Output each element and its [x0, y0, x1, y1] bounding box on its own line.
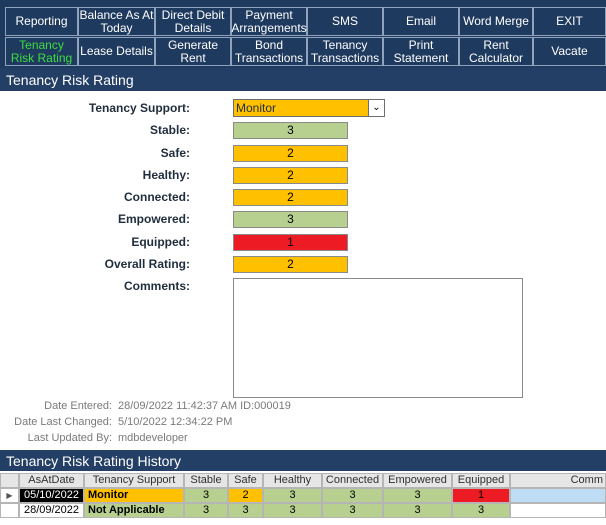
tenancy-support-dropdown[interactable]: Monitor ⌄ [233, 99, 385, 117]
nav-sms-button[interactable]: SMS [307, 7, 383, 36]
table-cell-date[interactable]: 28/09/2022 [19, 503, 84, 518]
table-cell-equipped[interactable]: 1 [452, 488, 510, 503]
column-header-safe[interactable]: Safe [228, 473, 263, 488]
nav-payment-arrangements-button[interactable]: Payment Arrangements [231, 7, 307, 36]
comments-textarea[interactable] [233, 278, 523, 398]
date-last-changed-label: Date Last Changed: [14, 416, 112, 428]
connected-rating-field[interactable]: 2 [233, 189, 348, 206]
nav-balance-button[interactable]: Balance As At Today [78, 7, 155, 36]
table-cell-empowered[interactable]: 3 [383, 488, 452, 503]
column-header-connected[interactable]: Connected [322, 473, 383, 488]
equipped-label: Equipped: [131, 235, 190, 249]
history-datasheet[interactable]: AsAtDate Tenancy Support Stable Safe Hea… [0, 473, 606, 525]
nav-vacate-button[interactable]: Vacate [533, 37, 606, 66]
nav-bond-transactions-button[interactable]: Bond Transactions [231, 37, 307, 66]
overall-rating-label: Overall Rating: [104, 257, 190, 271]
nav-direct-debit-button[interactable]: Direct Debit Details [155, 7, 231, 36]
nav-exit-button[interactable]: EXIT [533, 7, 606, 36]
table-cell-comments[interactable] [510, 503, 606, 518]
last-updated-by-label: Last Updated By: [27, 432, 112, 444]
last-updated-by-value: mdbdeveloper [118, 432, 188, 444]
healthy-label: Healthy: [142, 168, 190, 182]
stable-label: Stable: [149, 123, 190, 137]
nav-email-button[interactable]: Email [383, 7, 459, 36]
table-cell-safe[interactable]: 2 [228, 488, 263, 503]
comments-label: Comments: [123, 279, 190, 293]
column-header-comments[interactable]: Comm [510, 473, 606, 488]
column-header-stable[interactable]: Stable [184, 473, 228, 488]
column-header-asatdate[interactable]: AsAtDate [19, 473, 84, 488]
safe-rating-field[interactable]: 2 [233, 145, 348, 162]
row-selector-header[interactable] [0, 473, 19, 488]
column-header-empowered[interactable]: Empowered [383, 473, 452, 488]
column-header-healthy[interactable]: Healthy [263, 473, 322, 488]
tenancy-support-label: Tenancy Support: [88, 101, 190, 115]
nav-tenancy-risk-rating-button[interactable]: Tenancy Risk Rating [5, 37, 78, 66]
column-header-equipped[interactable]: Equipped [452, 473, 510, 488]
connected-label: Connected: [124, 190, 190, 204]
chevron-down-icon[interactable]: ⌄ [368, 100, 384, 116]
table-cell-connected[interactable]: 3 [322, 488, 383, 503]
table-cell-empowered[interactable]: 3 [383, 503, 452, 518]
table-cell-safe[interactable]: 3 [228, 503, 263, 518]
nav-word-merge-button[interactable]: Word Merge [459, 7, 533, 36]
date-entered-label: Date Entered: [44, 400, 112, 412]
table-cell-support[interactable]: Not Applicable [84, 503, 184, 518]
nav-generate-rent-button[interactable]: Generate Rent [155, 37, 231, 66]
nav-print-statement-button[interactable]: Print Statement [383, 37, 459, 66]
table-cell-equipped[interactable]: 3 [452, 503, 510, 518]
table-cell-date[interactable]: 05/10/2022 [19, 488, 84, 503]
table-cell-support[interactable]: Monitor [84, 488, 184, 503]
empowered-label: Empowered: [117, 212, 190, 226]
stable-rating-field[interactable]: 3 [233, 122, 348, 139]
safe-label: Safe: [160, 146, 190, 160]
column-header-tenancy-support[interactable]: Tenancy Support [84, 473, 184, 488]
nav-reporting-button[interactable]: Reporting [5, 7, 78, 36]
top-navigation: Reporting Balance As At Today Direct Deb… [0, 0, 606, 68]
table-cell-stable[interactable]: 3 [184, 503, 228, 518]
table-cell-healthy[interactable]: 3 [263, 503, 322, 518]
table-cell-connected[interactable]: 3 [322, 503, 383, 518]
date-last-changed-value: 5/10/2022 12:34:22 PM [118, 416, 233, 428]
current-record-icon: ▶ [6, 491, 13, 500]
date-entered-value: 28/09/2022 11:42:37 AM ID:000019 [118, 400, 291, 412]
table-cell-stable[interactable]: 3 [184, 488, 228, 503]
nav-lease-details-button[interactable]: Lease Details [78, 37, 155, 66]
row-selector[interactable]: ▶ [0, 488, 19, 503]
nav-rent-calculator-button[interactable]: Rent Calculator [459, 37, 533, 66]
nav-tenancy-transactions-button[interactable]: Tenancy Transactions [307, 37, 383, 66]
healthy-rating-field[interactable]: 2 [233, 167, 348, 184]
table-cell-healthy[interactable]: 3 [263, 488, 322, 503]
form-title: Tenancy Risk Rating [0, 68, 606, 91]
history-title: Tenancy Risk Rating History [0, 450, 606, 471]
row-selector[interactable] [0, 503, 19, 518]
tenancy-support-value: Monitor [236, 101, 277, 115]
overall-rating-field[interactable]: 2 [233, 256, 348, 273]
equipped-rating-field[interactable]: 1 [233, 234, 348, 251]
table-cell-comments[interactable] [510, 488, 606, 503]
empowered-rating-field[interactable]: 3 [233, 211, 348, 228]
